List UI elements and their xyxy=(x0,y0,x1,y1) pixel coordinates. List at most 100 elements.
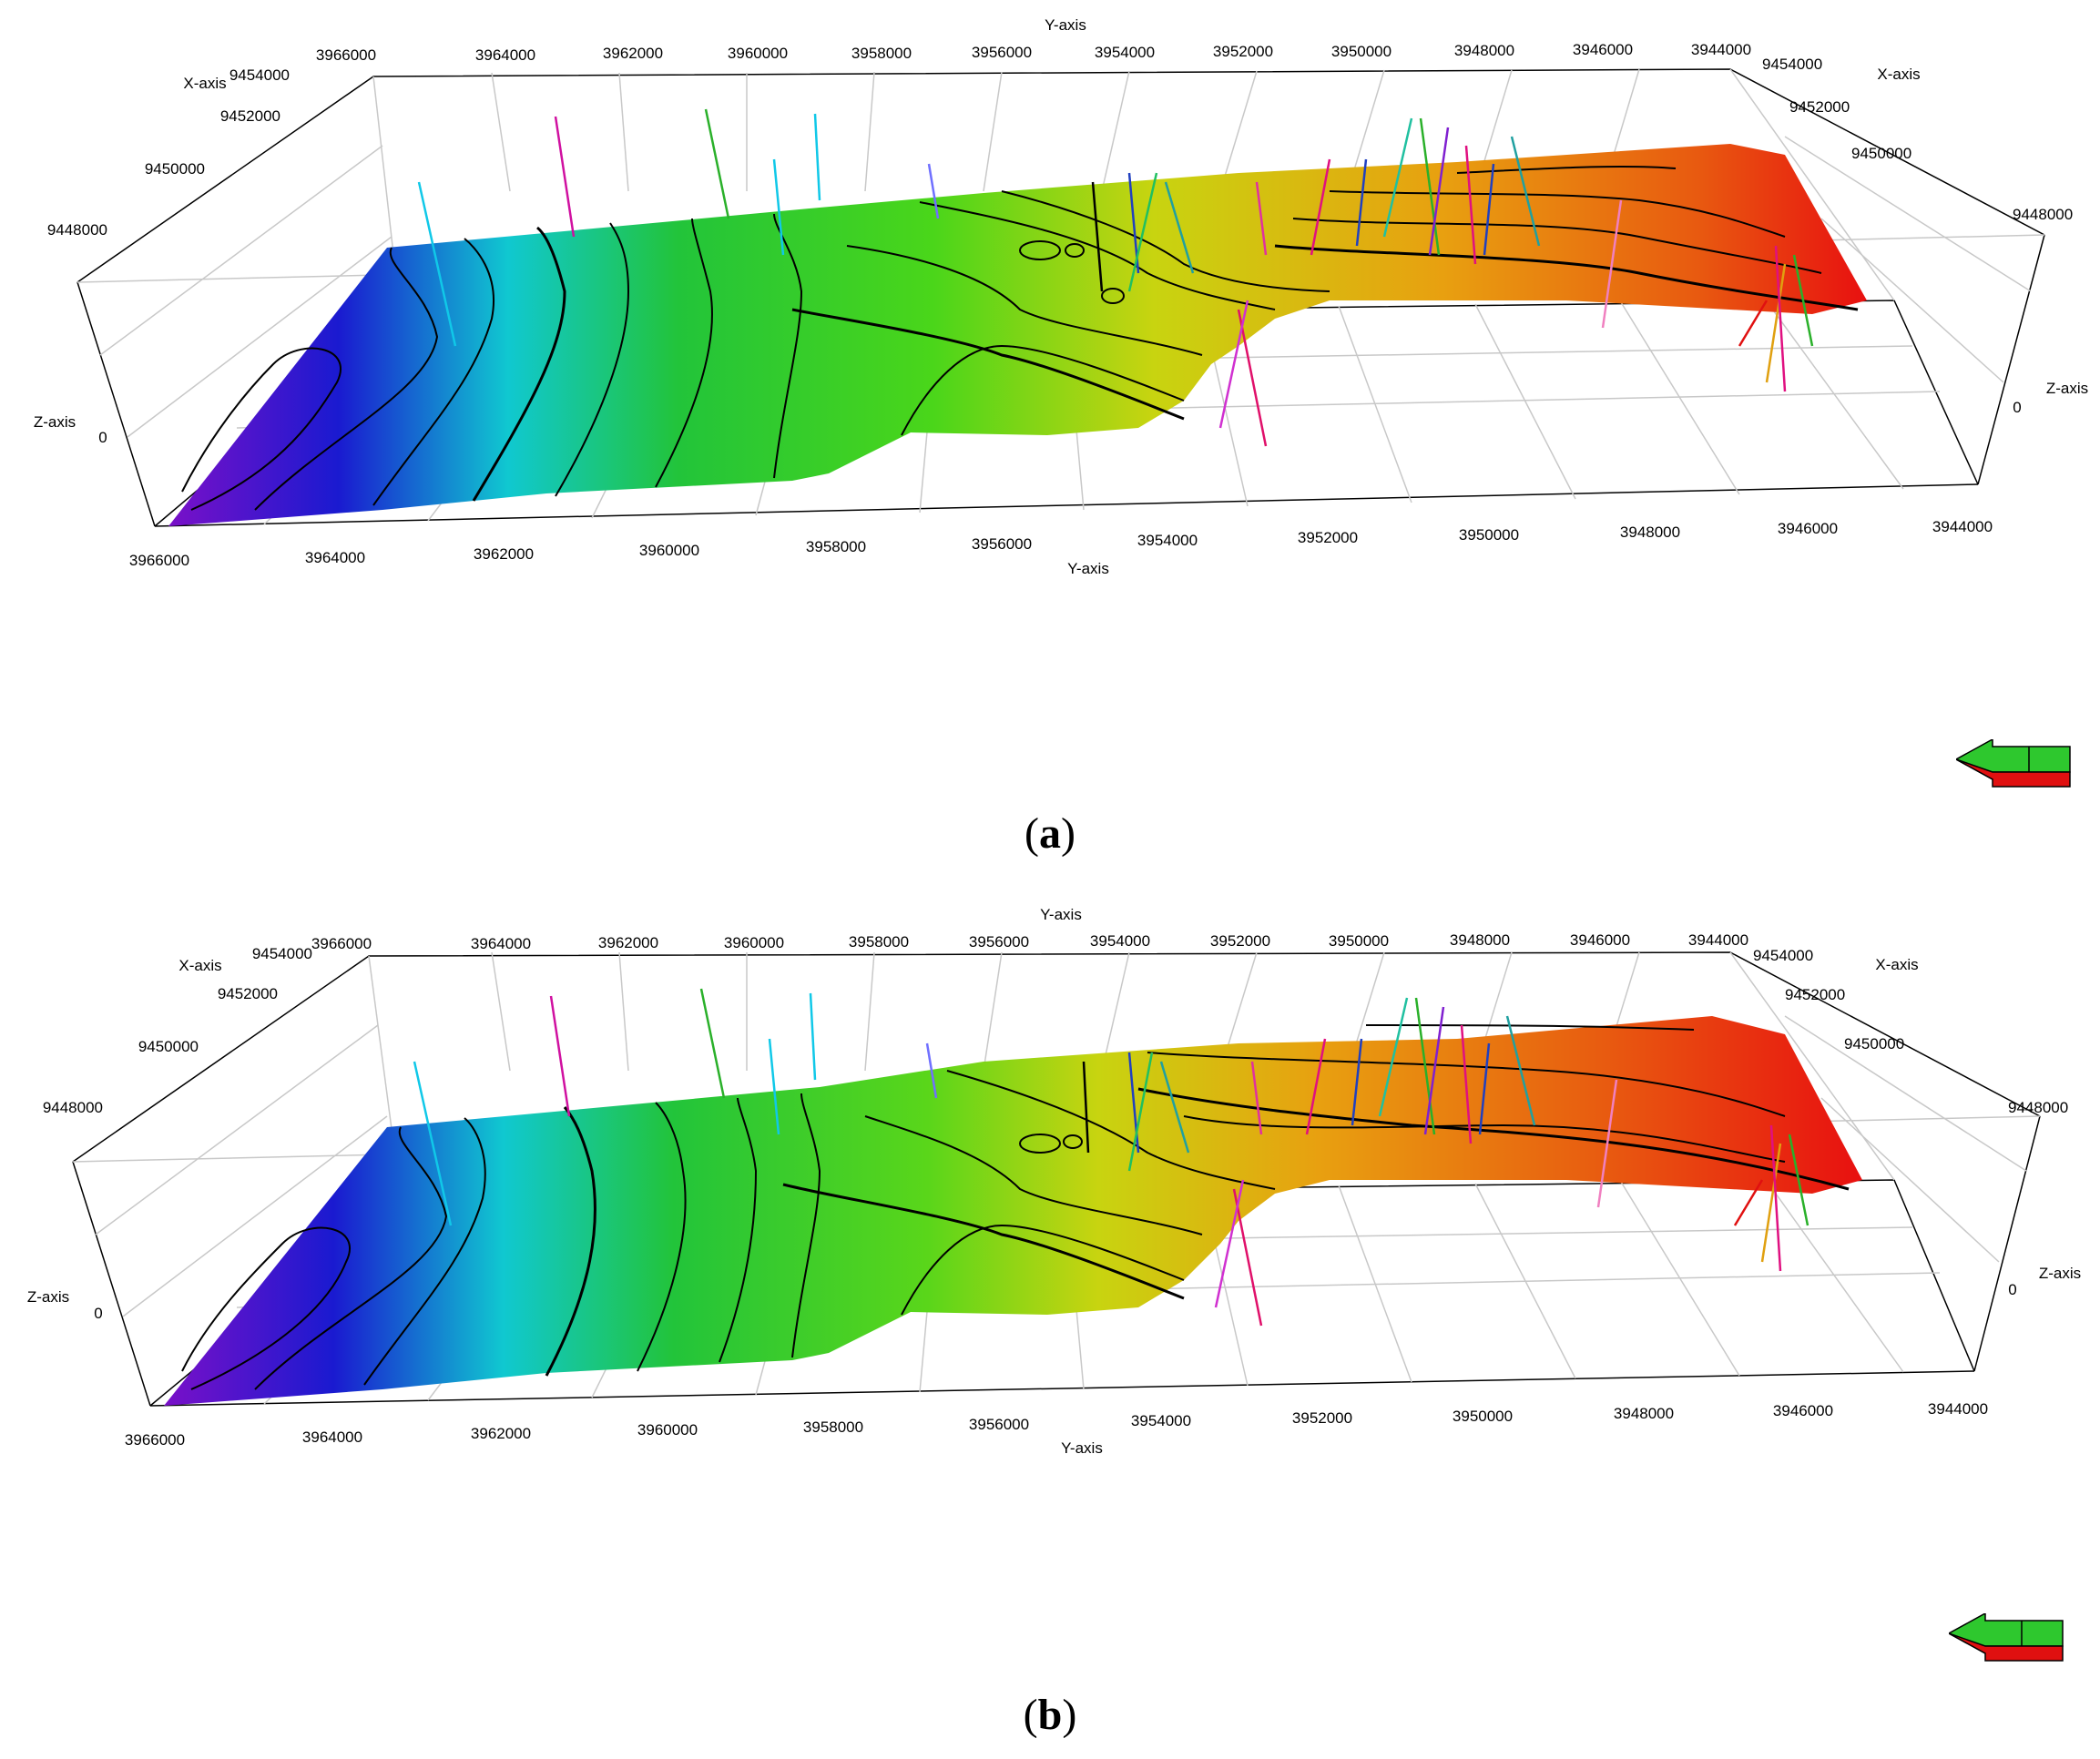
x-axis-label-left: X-axis xyxy=(178,957,221,974)
tick-label: 9452000 xyxy=(218,985,278,1002)
surface-b xyxy=(164,988,1862,1406)
tick-label: 9454000 xyxy=(252,945,312,962)
tick-label: 3950000 xyxy=(1331,43,1392,60)
tick-label: 9450000 xyxy=(145,160,205,178)
x-axis-label-left: X-axis xyxy=(183,75,226,92)
y-axis-label-top: Y-axis xyxy=(1045,16,1086,34)
tick-label: 3954000 xyxy=(1095,44,1155,61)
tick-label: 9448000 xyxy=(47,221,107,239)
tick-label: 3952000 xyxy=(1292,1409,1352,1427)
tick-label: 9448000 xyxy=(2013,206,2073,223)
top-y-ticks-b: 3966000 3964000 3962000 3960000 3958000 … xyxy=(311,931,1748,952)
tick-label: 3956000 xyxy=(969,1416,1029,1433)
tick-label: 3960000 xyxy=(724,934,784,951)
tick-label: 3948000 xyxy=(1454,42,1514,59)
tick-label: 3966000 xyxy=(311,935,372,952)
tick-label: 3958000 xyxy=(849,933,909,951)
tick-label: 3946000 xyxy=(1573,41,1633,58)
z-tick-right: 0 xyxy=(2013,399,2021,416)
y-axis-label-bottom: Y-axis xyxy=(1061,1439,1103,1457)
tick-label: 9448000 xyxy=(2008,1099,2068,1116)
y-axis-label-top: Y-axis xyxy=(1040,906,1082,923)
tick-label: 3954000 xyxy=(1137,532,1198,549)
tick-label: 9450000 xyxy=(1844,1035,1904,1052)
tick-label: 3964000 xyxy=(305,549,365,566)
left-x-ticks-b: 9454000 9452000 9450000 9448000 xyxy=(43,945,312,1116)
tick-label: 9452000 xyxy=(1789,98,1850,116)
y-axis-label-bottom: Y-axis xyxy=(1067,560,1109,577)
tick-label: 3964000 xyxy=(302,1429,362,1446)
tick-label: 3956000 xyxy=(972,44,1032,61)
tick-label: 3956000 xyxy=(969,933,1029,951)
tick-label: 9454000 xyxy=(229,66,290,84)
tick-label: 3960000 xyxy=(639,542,699,559)
tick-label: 3944000 xyxy=(1932,518,1993,535)
tick-label: 3958000 xyxy=(806,538,866,555)
x-axis-label-right: X-axis xyxy=(1877,66,1920,83)
contour-lines-b xyxy=(181,1024,1850,1390)
tick-label: 3948000 xyxy=(1450,931,1510,949)
view-direction-arrow-icon[interactable] xyxy=(1949,1613,2067,1668)
tick-label: 9454000 xyxy=(1753,947,1813,964)
panel-a: 3966000 3964000 3962000 3960000 3958000 … xyxy=(34,16,2088,858)
tick-label: 3950000 xyxy=(1459,526,1519,544)
tick-label: 3946000 xyxy=(1773,1402,1833,1419)
tick-label: 9452000 xyxy=(1785,986,1845,1003)
tick-label: 3950000 xyxy=(1329,932,1389,950)
tick-label: 3962000 xyxy=(603,45,663,62)
caption-a: (a) xyxy=(1025,809,1075,858)
tick-label: 3964000 xyxy=(475,46,535,64)
tick-label: 3958000 xyxy=(803,1418,863,1436)
tick-label: 3960000 xyxy=(637,1421,698,1439)
tick-label: 9450000 xyxy=(1851,145,1911,162)
bottom-y-ticks-b: 3966000 3964000 3962000 3960000 3958000 … xyxy=(125,1400,1988,1449)
z-axis-label-right: Z-axis xyxy=(2039,1265,2081,1282)
right-x-ticks-b: 9454000 9452000 9450000 9448000 xyxy=(1753,947,2068,1116)
tick-label: 3962000 xyxy=(598,934,658,951)
tick-label: 3944000 xyxy=(1928,1400,1988,1418)
panel-b: 3966000 3964000 3962000 3960000 3958000 … xyxy=(0,880,2100,1759)
surface-a xyxy=(168,108,1867,526)
view-direction-arrow-icon[interactable] xyxy=(1956,739,2075,794)
tick-label: 3954000 xyxy=(1090,932,1150,950)
tick-label: 9448000 xyxy=(43,1099,103,1116)
x-axis-label-right: X-axis xyxy=(1875,956,1918,973)
tick-label: 3966000 xyxy=(125,1431,185,1449)
top-y-ticks-a: 3966000 3964000 3962000 3960000 3958000 … xyxy=(316,41,1751,64)
z-tick-left: 0 xyxy=(94,1305,102,1322)
tick-label: 3944000 xyxy=(1688,931,1748,949)
wells-b xyxy=(413,988,1809,1327)
wells-a xyxy=(417,108,1814,447)
tick-label: 3952000 xyxy=(1298,529,1358,546)
z-tick-left: 0 xyxy=(98,429,107,446)
tick-label: 9450000 xyxy=(138,1038,199,1055)
z-tick-right: 0 xyxy=(2008,1281,2016,1298)
tick-label: 3944000 xyxy=(1691,41,1751,58)
tick-label: 3952000 xyxy=(1213,43,1273,60)
tick-label: 3958000 xyxy=(851,45,912,62)
tick-label: 3948000 xyxy=(1614,1405,1674,1422)
left-x-ticks-a: 9454000 9452000 9450000 9448000 xyxy=(47,66,290,239)
tick-label: 3960000 xyxy=(728,45,788,62)
tick-label: 3946000 xyxy=(1778,520,1838,537)
tick-label: 3966000 xyxy=(316,46,376,64)
right-x-ticks-a: 9454000 9452000 9450000 9448000 xyxy=(1762,56,2073,223)
caption-b: (b) xyxy=(1023,1691,1077,1739)
tick-label: 3964000 xyxy=(471,935,531,952)
tick-label: 3962000 xyxy=(471,1425,531,1442)
tick-label: 3952000 xyxy=(1210,932,1270,950)
3d-view-a: 3966000 3964000 3962000 3960000 3958000 … xyxy=(34,16,2088,577)
tick-label: 3948000 xyxy=(1620,524,1680,541)
z-axis-label-left: Z-axis xyxy=(27,1288,69,1306)
tick-label: 3956000 xyxy=(972,535,1032,553)
z-axis-label-right: Z-axis xyxy=(2046,380,2088,397)
tick-label: 3946000 xyxy=(1570,931,1630,949)
tick-label: 9452000 xyxy=(220,107,280,125)
tick-label: 9454000 xyxy=(1762,56,1822,73)
tick-label: 3950000 xyxy=(1453,1408,1513,1425)
bottom-y-ticks-a: 3966000 3964000 3962000 3960000 3958000 … xyxy=(129,518,1993,569)
z-axis-label-left: Z-axis xyxy=(34,413,76,431)
tick-label: 3962000 xyxy=(474,545,534,563)
tick-label: 3954000 xyxy=(1131,1412,1191,1429)
3d-view-b: 3966000 3964000 3962000 3960000 3958000 … xyxy=(27,906,2081,1457)
